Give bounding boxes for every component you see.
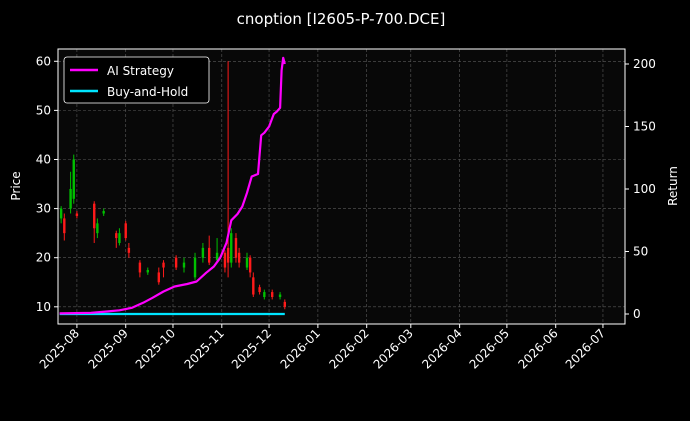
candle-body — [278, 294, 282, 297]
candle-body — [72, 159, 75, 199]
candle-body — [234, 238, 238, 258]
y-tick-label-right: 200 — [633, 57, 656, 71]
candle-body — [248, 257, 252, 273]
y-tick-label-right: 150 — [633, 120, 656, 134]
y-tick-label-left: 10 — [36, 300, 51, 314]
legend-box — [63, 56, 210, 104]
y-tick-label-left: 30 — [36, 202, 51, 216]
y-tick-label-left: 60 — [36, 54, 51, 68]
candle-body — [252, 277, 255, 295]
candle-body — [182, 262, 186, 268]
legend-label-buy-and-hold: Buy-and-Hold — [107, 85, 188, 99]
candle-body — [146, 269, 149, 273]
series-line-ai-strategy — [59, 56, 286, 315]
legend: AI Strategy Buy-and-Hold — [63, 56, 210, 104]
y-axis-label-left: Price — [9, 171, 23, 200]
y-tick-label-left: 20 — [36, 251, 51, 265]
candle-body — [193, 257, 197, 278]
candle-body — [115, 233, 118, 239]
candle-body — [283, 301, 286, 307]
candle-body — [63, 218, 66, 234]
candle-body — [208, 247, 211, 263]
candle-body — [201, 247, 205, 258]
candle-body — [263, 292, 266, 297]
candle-body — [245, 257, 249, 268]
candle-body — [59, 208, 63, 219]
candle-body — [138, 262, 142, 273]
candle-body — [127, 247, 131, 253]
grid — [58, 49, 625, 324]
y-axis-label-right: Return — [666, 166, 680, 206]
candle-body — [69, 188, 72, 209]
candle-body — [230, 233, 233, 263]
plot-frame — [57, 48, 626, 325]
candle-body — [93, 203, 96, 229]
candle-body — [157, 272, 160, 283]
candle-body — [226, 247, 230, 263]
y-tick-label-right: 100 — [633, 182, 656, 196]
y-tick-label-left: 50 — [36, 103, 51, 117]
legend-label-ai-strategy: AI Strategy — [107, 64, 174, 78]
candle-body — [75, 213, 79, 216]
chart-title: cnoption [I2605-P-700.DCE] — [237, 10, 446, 28]
candle-body — [102, 211, 105, 214]
candle-body — [174, 257, 178, 268]
y-tick-label-left: 40 — [36, 152, 51, 166]
candle-body — [162, 262, 165, 268]
candle-body — [237, 252, 241, 263]
y-tick-label-right: 0 — [633, 307, 641, 321]
candle-body — [271, 292, 274, 297]
series-lines — [59, 56, 286, 316]
candle-body — [118, 233, 121, 243]
candlesticks — [59, 61, 286, 310]
candle-body — [96, 223, 99, 234]
y-tick-label-right: 50 — [633, 245, 648, 259]
candle-body — [223, 252, 227, 268]
candle-body — [215, 252, 219, 261]
candle-body — [258, 287, 261, 293]
candle-body — [124, 223, 127, 239]
